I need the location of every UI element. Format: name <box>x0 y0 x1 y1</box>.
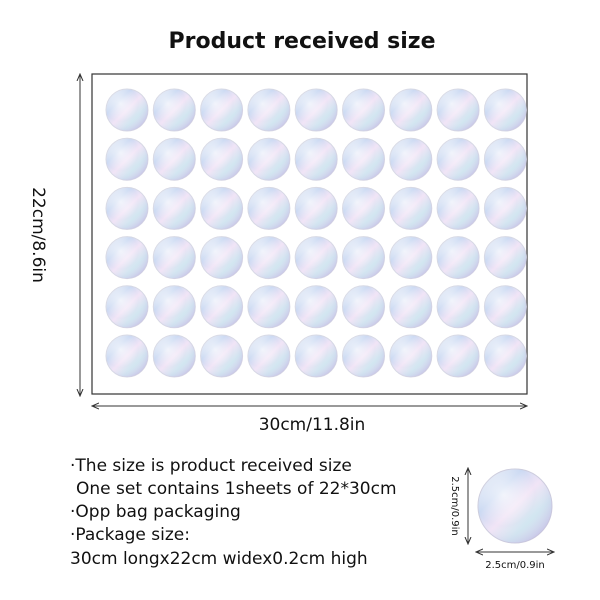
sticker-shine <box>437 138 480 181</box>
sticker-shine <box>389 285 432 328</box>
sticker-shine <box>484 285 527 328</box>
width-label: 30cm/11.8in <box>259 415 366 435</box>
sticker-shine <box>389 89 432 131</box>
sticker-shine <box>484 335 527 377</box>
sticker-shine <box>247 187 290 230</box>
sticker-shine <box>478 469 552 543</box>
sticker-shine <box>200 187 243 230</box>
sticker-shine <box>484 89 527 131</box>
sticker-height-label: 2.5cm/0.9in <box>449 476 460 536</box>
sticker-shine <box>295 285 338 328</box>
sticker-shine <box>295 335 338 377</box>
sticker-shine <box>437 89 480 131</box>
sticker-shine <box>389 236 432 279</box>
note: ·The size is product received size <box>70 456 352 476</box>
sticker-shine <box>484 236 527 279</box>
sticker-shine <box>200 138 243 181</box>
sticker-shine <box>389 187 432 230</box>
sticker-shine <box>200 335 243 377</box>
sticker-shine <box>153 335 196 377</box>
sticker-shine <box>247 138 290 181</box>
sticker-shine <box>342 187 385 230</box>
sticker-shine <box>437 236 480 279</box>
title: Product received size <box>168 29 435 54</box>
note: ·Opp bag packaging <box>70 502 241 522</box>
sticker-shine <box>295 236 338 279</box>
note: One set contains 1sheets of 22*30cm <box>76 479 397 499</box>
sticker-grid <box>105 88 527 378</box>
sticker-shine <box>106 236 148 279</box>
note: 30cm longx22cm widex0.2cm high <box>70 549 368 569</box>
sticker-shine <box>153 138 196 181</box>
sticker-shine <box>200 285 243 328</box>
sticker-shine <box>342 285 385 328</box>
sticker-shine <box>342 335 385 377</box>
sticker-shine <box>153 187 196 230</box>
sticker-shine <box>200 89 243 131</box>
sticker-shine <box>342 138 385 181</box>
sticker-shine <box>484 187 527 230</box>
sticker-shine <box>247 285 290 328</box>
sticker-shine <box>153 236 196 279</box>
sticker-shine <box>247 89 290 131</box>
sticker-shine <box>437 335 480 377</box>
height-label: 22cm/8.6in <box>28 187 48 283</box>
sticker-shine <box>342 89 385 131</box>
sticker-width-label: 2.5cm/0.9in <box>485 560 545 571</box>
sticker-shine <box>342 236 385 279</box>
sticker-shine <box>295 187 338 230</box>
sticker-shine <box>106 138 148 181</box>
sticker-shine <box>295 138 338 181</box>
sticker-shine <box>484 138 527 181</box>
sticker-shine <box>295 89 338 131</box>
sticker-shine <box>389 138 432 181</box>
sticker-shine <box>106 187 148 230</box>
sticker-shine <box>389 335 432 377</box>
sticker-shine <box>106 335 148 377</box>
sticker-shine <box>437 187 480 230</box>
sticker-shine <box>153 89 196 131</box>
sticker-shine <box>106 89 148 131</box>
sticker-shine <box>200 236 243 279</box>
sticker-shine <box>247 236 290 279</box>
sticker-shine <box>247 335 290 377</box>
sticker-shine <box>106 285 148 328</box>
note: ·Package size: <box>70 525 190 545</box>
sticker-shine <box>437 285 480 328</box>
sticker-shine <box>153 285 196 328</box>
